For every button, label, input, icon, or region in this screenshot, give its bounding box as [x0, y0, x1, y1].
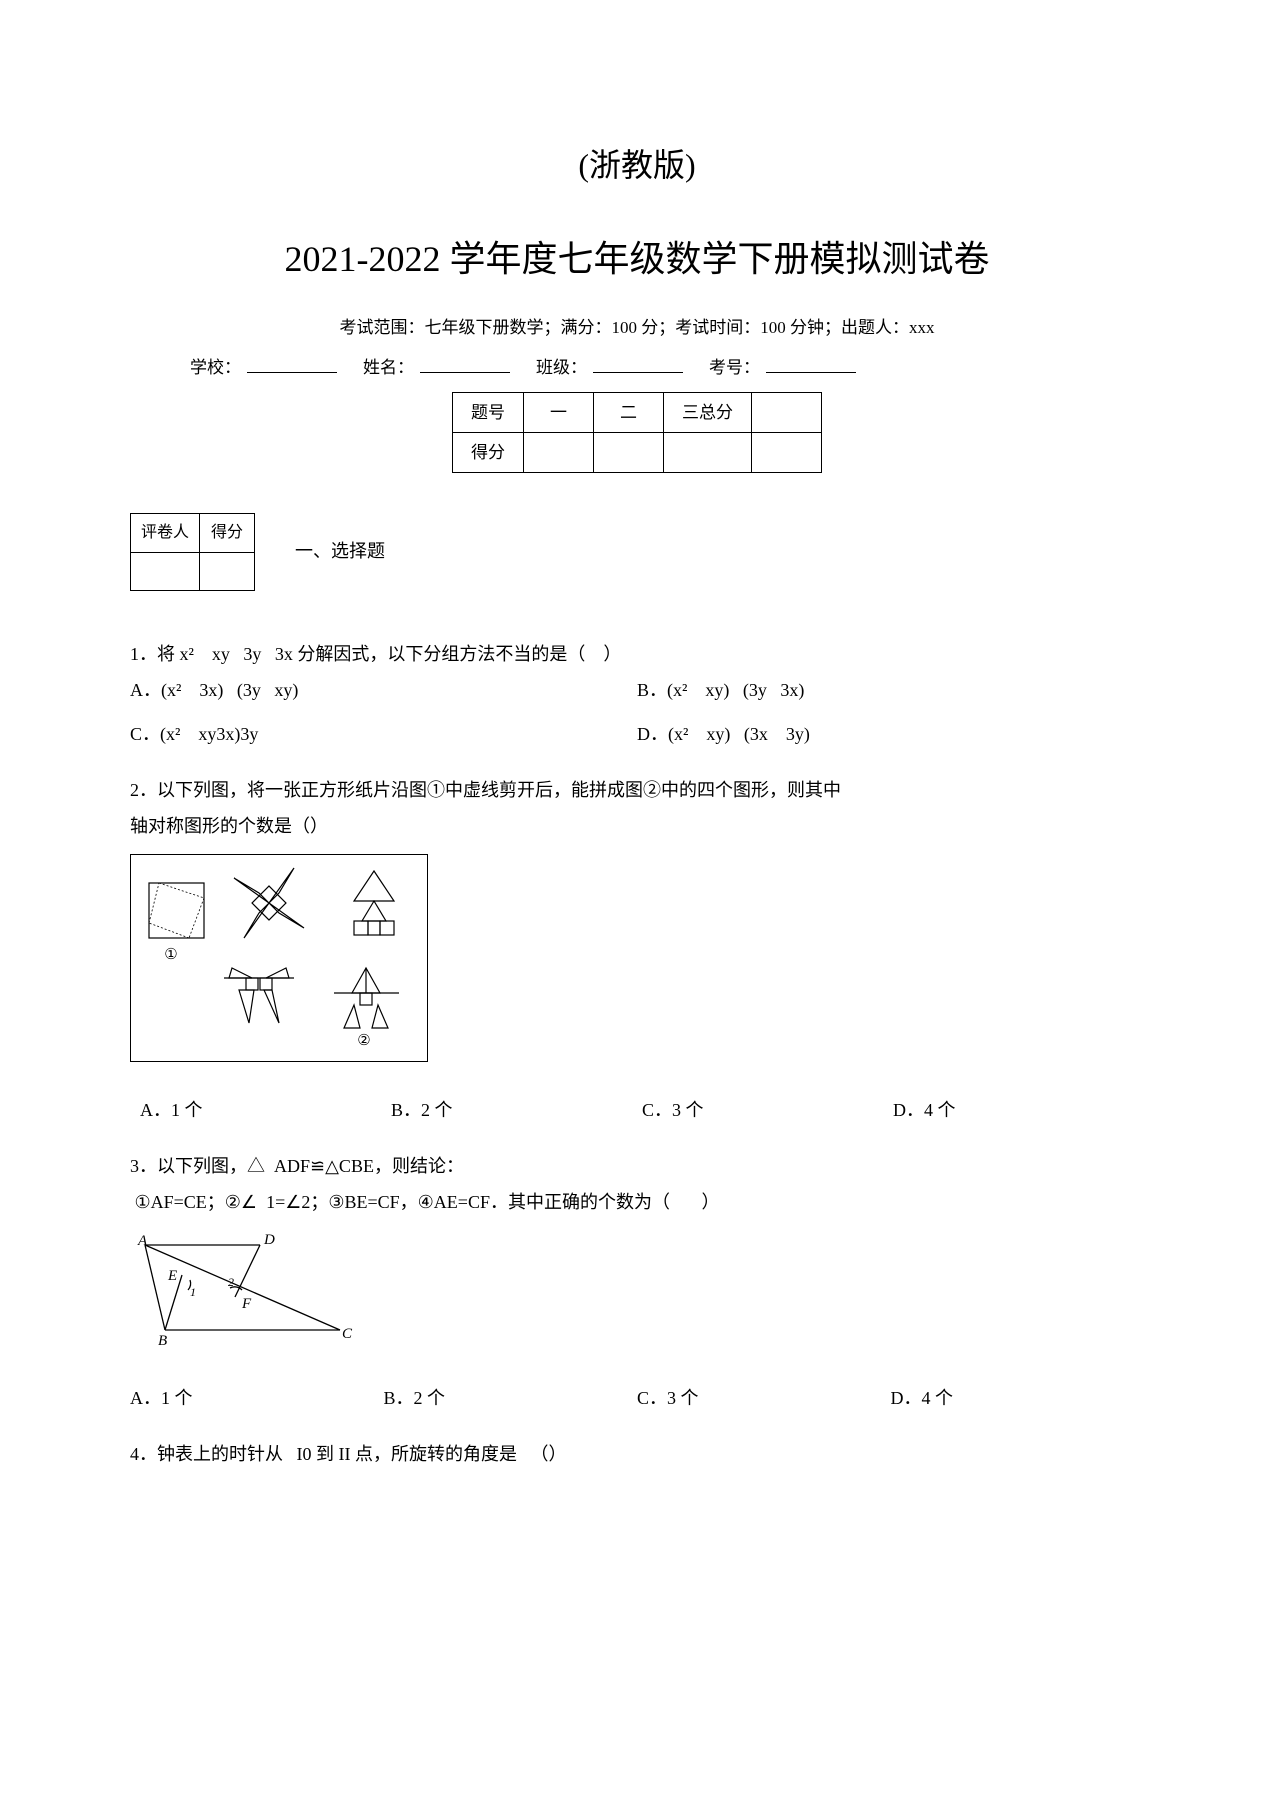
exam-title: 2021-2022 学年度七年级数学下册模拟测试卷 — [130, 231, 1144, 289]
exam-info: 考试范围：七年级下册数学；满分：100 分；考试时间：100 分钟；出题人：xx… — [130, 314, 1144, 341]
q3-stem1: 3．以下列图，△ ADF≌△CBE，则结论： — [130, 1148, 1144, 1184]
q3-stem2: ①AF=CE；②∠ 1=∠2；③BE=CF，④AE=CF．其中正确的个数为（ ） — [130, 1184, 1144, 1220]
fill-in-line: 学校： 姓名： 班级： 考号： — [130, 353, 1144, 382]
cell — [752, 392, 822, 432]
class-label: 班级： — [536, 354, 587, 381]
q1-opt-b: B．(x² xy) (3y 3x) — [637, 672, 1144, 708]
version-label: (浙教版) — [130, 140, 1144, 191]
name-label: 姓名： — [363, 354, 414, 381]
q3-label-e: E — [167, 1268, 177, 1284]
cell — [664, 432, 752, 472]
q2-svg: ① — [139, 863, 419, 1053]
q1-opt-a: A．(x² 3x) (3y xy) — [130, 672, 637, 708]
q3-svg: A D B C E F 1 2 — [130, 1230, 360, 1355]
cell — [524, 432, 594, 472]
q2-opt-b: B．2 个 — [391, 1092, 642, 1128]
q2-stem1: 2．以下列图，将一张正方形纸片沿图①中虚线剪开后，能拼成图②中的四个图形，则其中 — [130, 772, 1144, 808]
q2-label-2: ② — [357, 1033, 370, 1049]
question-4: 4．钟表上的时针从 I0 到 II 点，所旋转的角度是 （） — [130, 1436, 1144, 1472]
cell — [594, 432, 664, 472]
grader-cell-empty — [131, 552, 200, 590]
q3-opt-a: A．1 个 — [130, 1380, 384, 1416]
blank — [247, 353, 337, 373]
blank — [766, 353, 856, 373]
grader-section: 评卷人 得分 一、选择题 — [130, 513, 1144, 591]
cell: 三总分 — [664, 392, 752, 432]
section-label: 一、选择题 — [295, 537, 385, 566]
q3-label-n2: 2 — [228, 1275, 234, 1289]
q3-opt-d: D．4 个 — [891, 1380, 1145, 1416]
question-3: 3．以下列图，△ ADF≌△CBE，则结论： ①AF=CE；②∠ 1=∠2；③B… — [130, 1148, 1144, 1416]
q3-opt-b: B．2 个 — [384, 1380, 638, 1416]
q3-label-n1: 1 — [190, 1285, 196, 1299]
q2-stem2: 轴对称图形的个数是（） — [130, 808, 1144, 844]
blank — [420, 353, 510, 373]
cell: 得分 — [453, 432, 524, 472]
q2-label-1: ① — [164, 947, 177, 963]
id-label: 考号： — [709, 354, 760, 381]
grader-table: 评卷人 得分 — [130, 513, 255, 591]
cell: 题号 — [453, 392, 524, 432]
blank — [593, 353, 683, 373]
q1-stem: 1．将 x² xy 3y 3x 分解因式，以下分组方法不当的是（ ） — [130, 636, 1144, 672]
cell — [752, 432, 822, 472]
cell: 一 — [524, 392, 594, 432]
school-label: 学校： — [190, 354, 241, 381]
question-2: 2．以下列图，将一张正方形纸片沿图①中虚线剪开后，能拼成图②中的四个图形，则其中… — [130, 772, 1144, 1128]
q2-figure: ① — [130, 854, 428, 1062]
q4-stem: 4．钟表上的时针从 I0 到 II 点，所旋转的角度是 （） — [130, 1436, 1144, 1472]
q3-opt-c: C．3 个 — [637, 1380, 891, 1416]
grader-cell-empty — [200, 552, 255, 590]
q3-label-c: C — [342, 1326, 353, 1342]
q1-opt-d: D．(x² xy) (3x 3y) — [637, 716, 1144, 752]
q1-opt-c: C．(x² xy3x)3y — [130, 716, 637, 752]
question-1: 1．将 x² xy 3y 3x 分解因式，以下分组方法不当的是（ ） A．(x²… — [130, 636, 1144, 752]
q2-opt-c: C．3 个 — [642, 1092, 893, 1128]
q3-label-d: D — [263, 1232, 275, 1248]
score-table: 题号 一 二 三总分 得分 — [452, 392, 822, 473]
q3-label-f: F — [241, 1296, 252, 1312]
q3-figure: A D B C E F 1 2 — [130, 1230, 1144, 1355]
q3-label-b: B — [158, 1333, 167, 1349]
score-table-wrapper: 题号 一 二 三总分 得分 — [130, 392, 1144, 473]
q2-opt-a: A．1 个 — [140, 1092, 391, 1128]
q2-opt-d: D．4 个 — [893, 1092, 1144, 1128]
cell: 二 — [594, 392, 664, 432]
grader-cell: 评卷人 — [131, 513, 200, 552]
q3-label-a: A — [137, 1233, 148, 1249]
grader-cell: 得分 — [200, 513, 255, 552]
